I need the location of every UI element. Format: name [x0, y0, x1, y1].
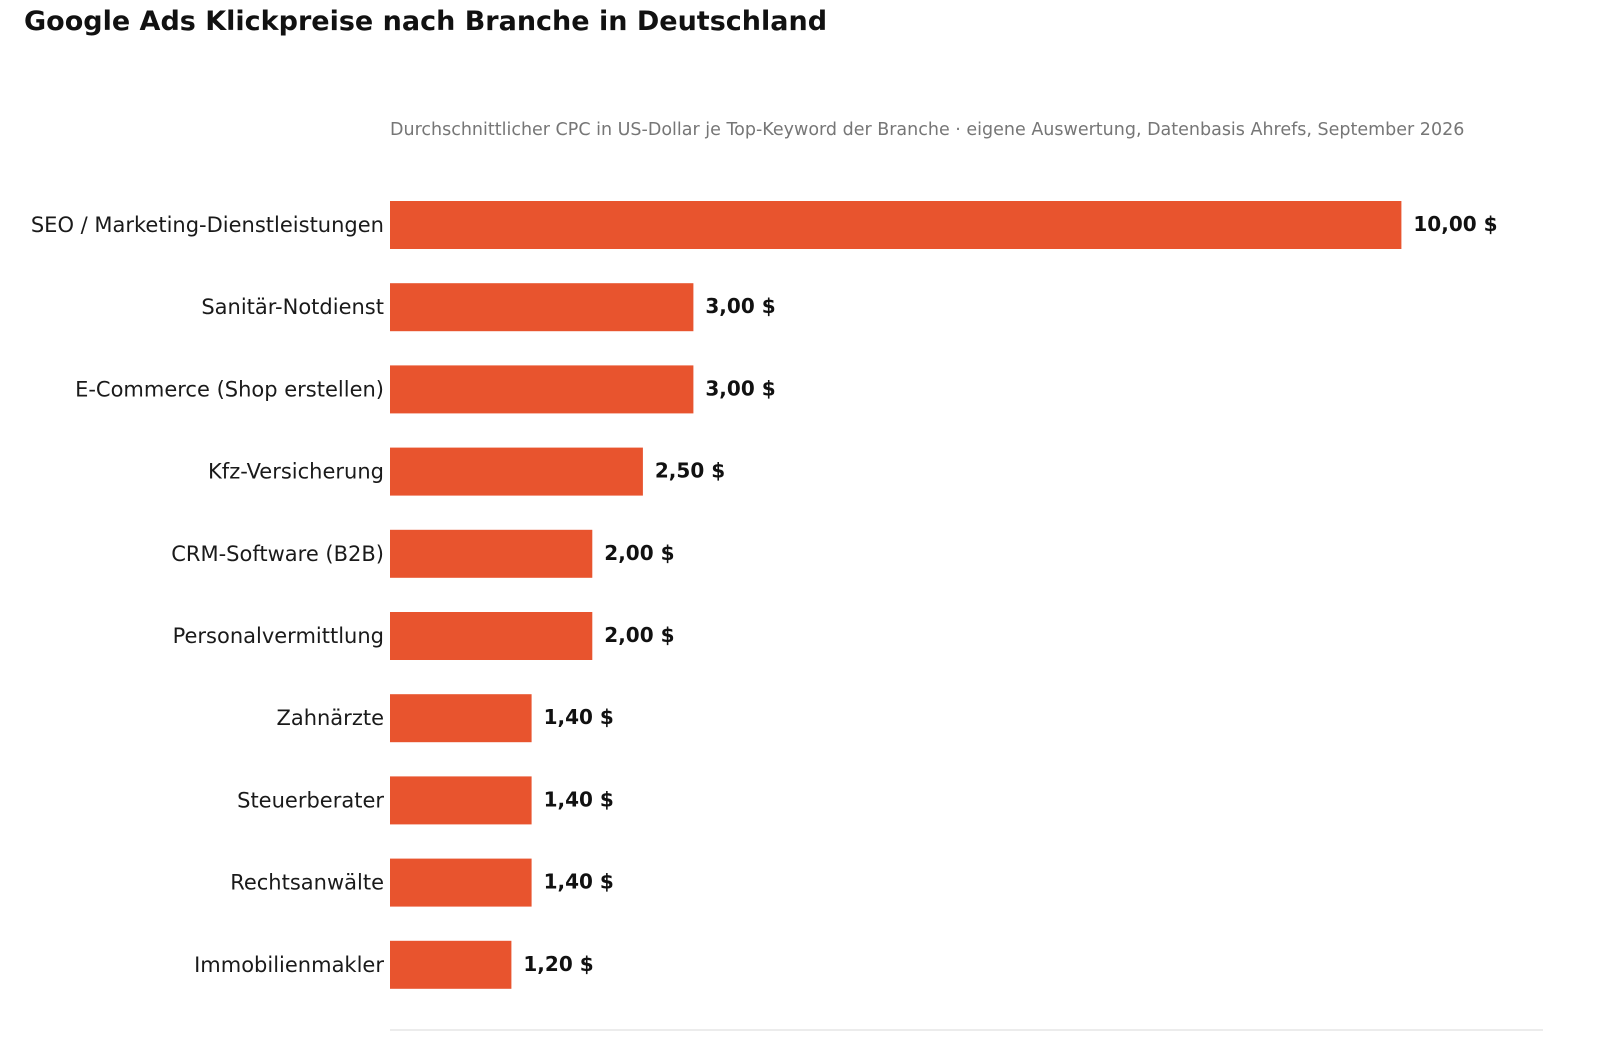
bar: [390, 612, 593, 660]
value-label: 2,00 $: [604, 541, 674, 565]
value-label: 1,20 $: [523, 952, 593, 976]
bar: [390, 776, 532, 825]
value-label: 2,50 $: [655, 459, 725, 483]
category-label: Rechtsanwälte: [230, 871, 384, 895]
category-label: Sanitär-Notdienst: [201, 295, 384, 319]
bar: [390, 447, 643, 496]
value-label: 2,00 $: [604, 623, 674, 647]
value-label: 1,40 $: [544, 705, 614, 729]
bar: [390, 940, 512, 989]
category-label: Personalvermittlung: [173, 624, 384, 648]
value-label: 1,40 $: [544, 870, 614, 894]
value-label: 10,00 $: [1413, 212, 1497, 236]
bar: [390, 201, 1402, 249]
category-label: SEO / Marketing-Dienstleistungen: [31, 213, 384, 237]
chart-title: Google Ads Klickpreise nach Branche in D…: [24, 6, 828, 37]
bars-group: SEO / Marketing-Dienstleistungen 10,00 $ S…: [31, 201, 1498, 989]
category-label: Immobilienmakler: [194, 953, 384, 977]
value-label: 1,40 $: [544, 787, 614, 811]
bar: [390, 529, 593, 578]
bar: [390, 365, 694, 414]
value-label: 3,00 $: [705, 376, 775, 400]
category-label: Kfz-Versicherung: [208, 460, 384, 484]
bar: [390, 283, 694, 332]
category-label: CRM-Software (B2B): [171, 542, 384, 566]
category-label: E-Commerce (Shop erstellen): [75, 377, 384, 401]
value-label: 3,00 $: [705, 294, 775, 318]
chart-subtitle: Durchschnittlicher CPC in US-Dollar je T…: [390, 120, 1465, 140]
category-label: Steuerberater: [237, 788, 384, 812]
bar: [390, 694, 532, 743]
category-label: Zahnärzte: [276, 706, 384, 730]
bar: [390, 858, 532, 907]
